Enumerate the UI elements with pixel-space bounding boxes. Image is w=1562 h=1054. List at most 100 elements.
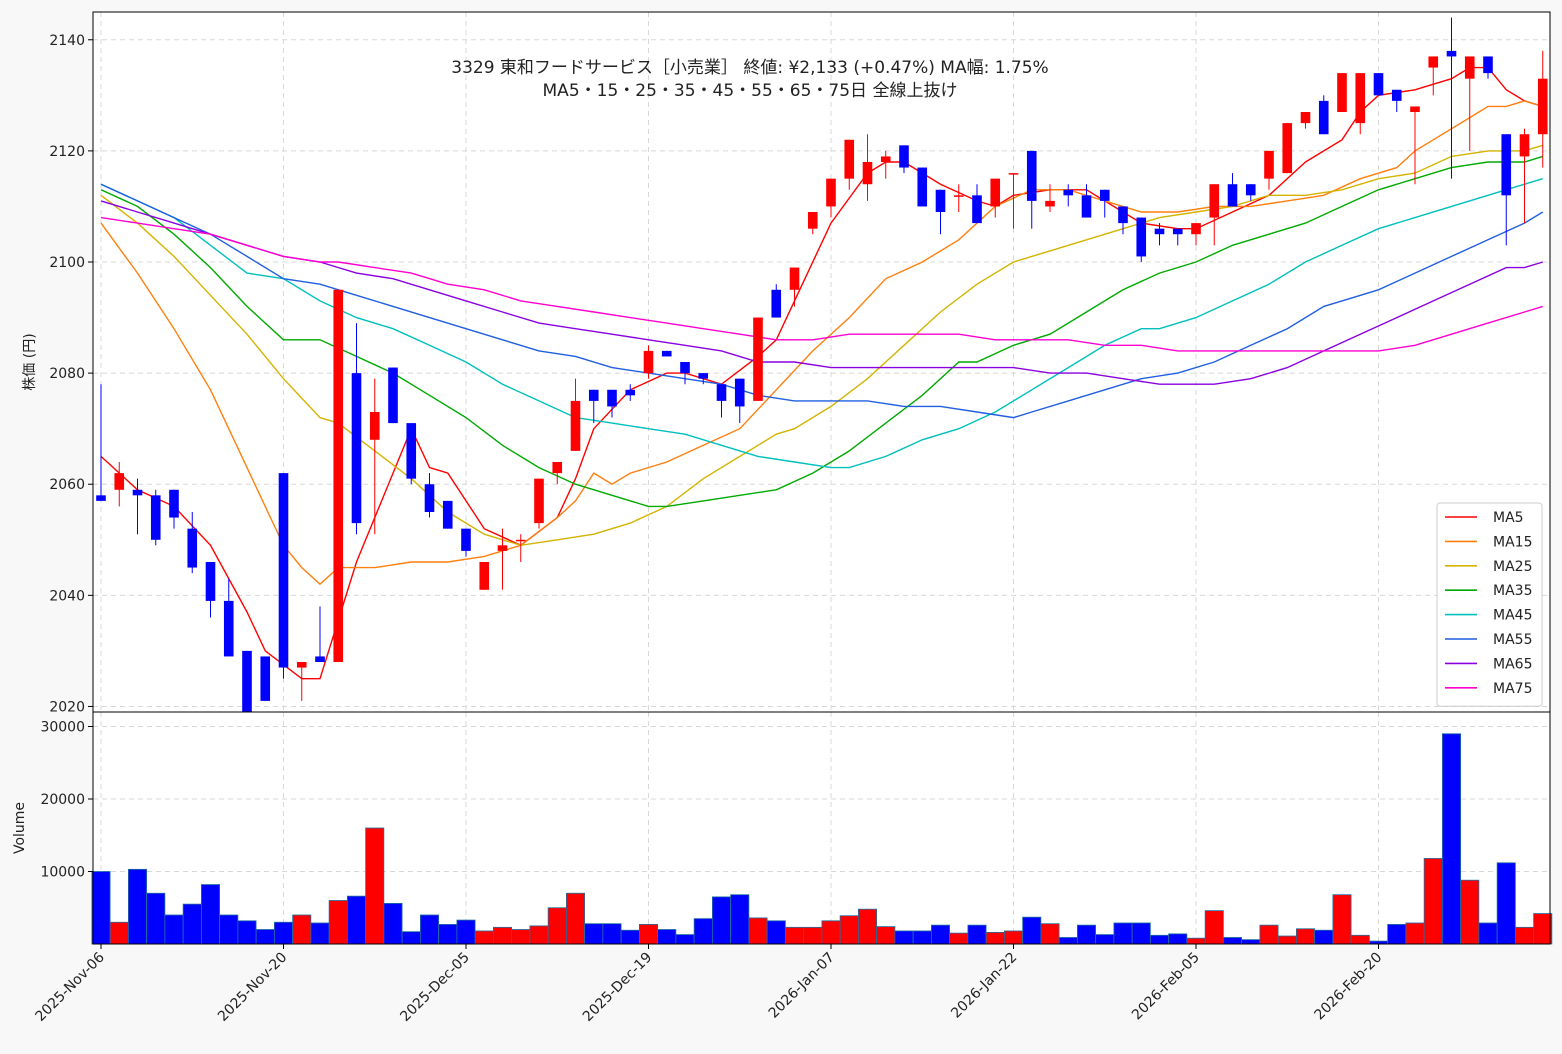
candle-body	[1008, 173, 1019, 175]
legend-label: MA45	[1493, 608, 1532, 624]
chart-title: 3329 東和フードサービス［小売業］ 終値: ¥2,133 (+0.47%) …	[451, 58, 1048, 78]
candle-body	[369, 412, 380, 440]
candle-body	[807, 212, 818, 229]
volume-bar	[1150, 934, 1170, 945]
candle-body	[1428, 56, 1439, 68]
volume-bar	[182, 903, 202, 945]
volume-bar	[328, 900, 348, 945]
price-tick-label: 2060	[49, 477, 85, 493]
ma-line-ma5	[100, 66, 1544, 680]
candle-body	[1282, 123, 1293, 174]
ma-line-ma15	[100, 100, 1544, 586]
candle-body	[169, 489, 179, 518]
candle-body	[1519, 134, 1530, 157]
candle-body	[515, 539, 526, 542]
candle-body	[1099, 189, 1110, 201]
volume-bar	[1515, 926, 1535, 945]
volume-bar	[1058, 937, 1078, 945]
volume-bar	[1442, 733, 1462, 945]
volume-bar	[1314, 929, 1334, 945]
candle-body	[96, 495, 106, 501]
candle-body	[1063, 189, 1074, 196]
candle-body	[698, 373, 709, 379]
candle-body	[661, 350, 672, 357]
volume-bar	[803, 926, 823, 945]
volume-bar	[511, 929, 531, 945]
volume-bar	[949, 932, 969, 945]
volume-bar	[967, 924, 987, 945]
candle-body	[1209, 184, 1220, 218]
volume-bar	[602, 923, 622, 945]
candle-body	[461, 528, 471, 551]
candle-body	[1391, 89, 1402, 101]
candle-body	[278, 473, 289, 668]
candle-body	[1136, 217, 1147, 257]
candle-body	[1300, 112, 1311, 124]
candle-body	[406, 423, 417, 479]
volume-bar	[985, 932, 1005, 945]
volume-bar	[1186, 937, 1206, 945]
candle-body	[789, 267, 800, 290]
price-tick-label: 2020	[49, 699, 85, 715]
ma-line-ma75	[100, 216, 1544, 352]
volume-bar	[748, 917, 768, 945]
candle-body	[862, 162, 873, 185]
candle-body	[844, 139, 855, 179]
candle-body	[1264, 150, 1274, 179]
candle-body	[1245, 184, 1256, 196]
volume-bar	[1131, 922, 1151, 945]
candle-body	[333, 289, 344, 662]
volume-bar	[219, 914, 239, 945]
legend: MA5 MA15 MA25 MA35 MA45 MA55 MA65 MA75	[1436, 502, 1543, 707]
candle-body	[1483, 56, 1493, 74]
candle-body	[826, 178, 836, 207]
volume-panel	[93, 712, 1550, 944]
volume-bar	[146, 892, 166, 945]
volume-bar	[529, 925, 549, 945]
volume-bar	[912, 930, 932, 945]
volume-bar	[109, 921, 129, 945]
candle-body	[1191, 223, 1201, 235]
volume-axis-label: Volume	[12, 802, 28, 854]
volume-bar	[237, 920, 257, 945]
candle-body	[150, 495, 161, 540]
volume-tick-label: 30000	[40, 720, 85, 736]
candle-body	[1446, 50, 1457, 57]
volume-bar	[310, 922, 330, 945]
candle-body	[479, 562, 490, 590]
ma-line-ma45	[100, 178, 1544, 469]
ma-line-ma65	[100, 200, 1544, 385]
volume-bar	[1277, 935, 1297, 945]
price-tick-label: 2080	[49, 366, 85, 382]
candle-body	[442, 500, 453, 529]
candle-body	[680, 362, 690, 374]
volume-bar	[675, 934, 695, 945]
volume-bar	[693, 918, 713, 945]
candle-body	[1081, 195, 1092, 218]
volume-bar	[1204, 910, 1224, 945]
volume-bar	[1040, 923, 1060, 945]
price-tick-label: 2100	[49, 255, 85, 271]
candle-body	[1410, 106, 1420, 112]
candle-body	[990, 178, 1001, 207]
candle-body	[607, 389, 617, 407]
legend-label: MA5	[1493, 510, 1524, 526]
volume-bar	[401, 931, 421, 945]
volume-bar	[1077, 924, 1097, 945]
volume-bar	[1405, 922, 1425, 945]
candle-body	[899, 145, 909, 168]
candle-body	[1026, 150, 1037, 201]
volume-tick-label: 20000	[40, 792, 85, 808]
volume-bar	[1533, 913, 1553, 945]
volume-bar	[1296, 928, 1316, 945]
volume-tick-label: 10000	[40, 865, 85, 881]
volume-bar	[255, 929, 275, 945]
candle-body	[588, 389, 599, 401]
legend-label: MA25	[1493, 559, 1532, 575]
legend-label: MA35	[1493, 583, 1532, 599]
candle-body	[497, 545, 508, 551]
volume-bar	[1223, 937, 1243, 945]
candle-body	[1227, 184, 1238, 207]
volume-bar	[1168, 933, 1188, 945]
